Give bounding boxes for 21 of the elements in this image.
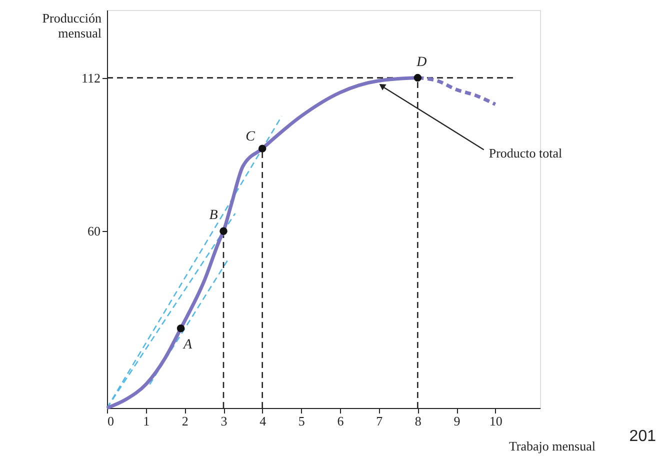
x-tick-label: 2	[182, 414, 188, 428]
x-tick-label: 1	[143, 414, 150, 428]
x-tick-label: 6	[337, 414, 344, 428]
x-tick-label: 3	[220, 414, 228, 428]
y-axis-title: Producción mensual	[42, 10, 102, 40]
text: 201	[629, 428, 656, 445]
x-tick-label: 8	[414, 414, 422, 428]
x-tick-label: 7	[376, 414, 384, 428]
x-tick-label: 10	[489, 414, 502, 428]
x-axis-title: Trabajo mensual	[508, 438, 596, 454]
x-tick-label: 9	[454, 414, 460, 428]
x-tick-label: 5	[298, 414, 305, 428]
x-tick-label: 4	[260, 414, 267, 428]
annotation: Producto total	[488, 146, 563, 161]
y-tick-label: 60	[88, 224, 100, 239]
annotation: D	[416, 54, 427, 70]
x-tick-label: 0	[108, 414, 114, 428]
annotation: B	[209, 208, 218, 224]
y-tick-label: 112	[81, 70, 100, 86]
annotation: A	[182, 337, 193, 352]
annotation: C	[246, 130, 256, 145]
